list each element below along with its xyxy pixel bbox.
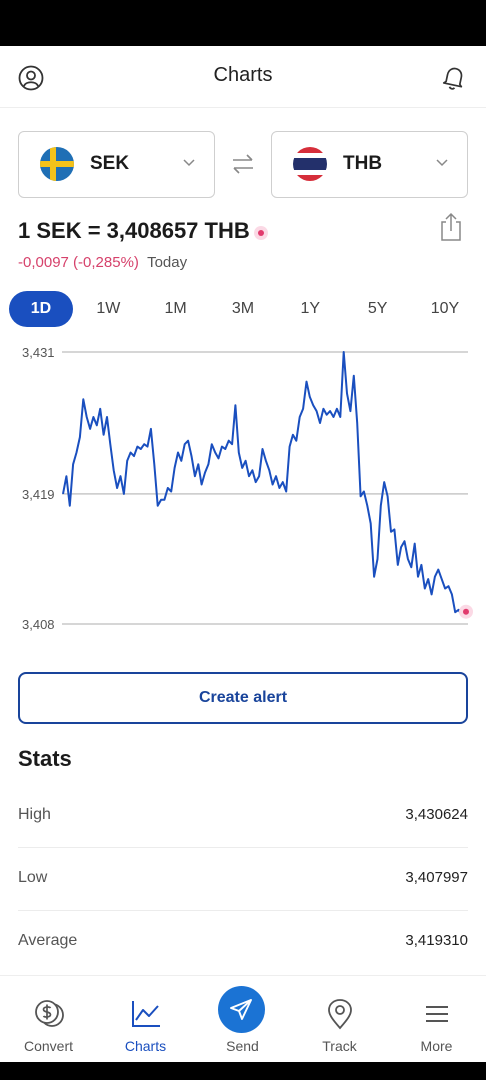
- to-currency-selector[interactable]: THB: [271, 131, 468, 198]
- y-tick-label: 3,408: [22, 617, 55, 632]
- stat-row-low: Low 3,407997: [18, 849, 468, 911]
- thailand-flag-icon: [293, 147, 327, 181]
- period-tab[interactable]: 10Y: [430, 300, 460, 317]
- exchange-rate: 1 SEK = 3,408657 THB: [18, 218, 250, 243]
- tab-label: More: [420, 1038, 453, 1054]
- tab-charts[interactable]: Charts: [97, 976, 194, 1063]
- app-header: Charts: [0, 46, 486, 108]
- tab-label: Charts: [124, 1038, 167, 1054]
- location-pin-icon: [328, 999, 352, 1030]
- y-tick-label: 3,431: [22, 345, 55, 360]
- tab-label: Send: [226, 1038, 259, 1054]
- y-tick-label: 3,419: [22, 487, 55, 502]
- period-selector: 1D 1W 1M 3M 1Y 5Y 10Y: [9, 291, 477, 327]
- period-tab[interactable]: 1W: [96, 300, 121, 317]
- send-button-circle: [218, 986, 265, 1033]
- period-tab[interactable]: 1M: [164, 300, 187, 317]
- stat-row-average: Average 3,419310: [18, 912, 468, 974]
- hamburger-menu-icon: [426, 1006, 448, 1022]
- tab-label: Convert: [23, 1038, 74, 1054]
- stat-value: 3,430624: [405, 806, 468, 823]
- page-title: Charts: [213, 64, 273, 86]
- period-tab[interactable]: 1Y: [300, 300, 321, 317]
- share-icon[interactable]: [439, 212, 463, 242]
- tab-send[interactable]: Send: [194, 976, 291, 1063]
- stat-label: High: [18, 806, 51, 823]
- rate-change-value: -0,0097 (-0,285%): [18, 254, 139, 271]
- period-tab[interactable]: 1D: [9, 291, 73, 327]
- system-status-bar: [0, 0, 486, 46]
- from-currency-selector[interactable]: SEK: [18, 131, 215, 198]
- stat-row-high: High 3,430624: [18, 786, 468, 848]
- period-tab[interactable]: 5Y: [367, 300, 388, 317]
- live-indicator-dot: [254, 226, 268, 240]
- dollar-coins-icon: [35, 1000, 64, 1027]
- rate-change-period: Today: [147, 254, 188, 271]
- stat-value: 3,419310: [405, 932, 468, 949]
- stats-title: Stats: [18, 746, 72, 771]
- system-navigation-bar: [0, 1062, 486, 1080]
- swap-currencies-icon[interactable]: [230, 151, 256, 177]
- chevron-down-icon: [436, 159, 448, 167]
- tab-track[interactable]: Track: [291, 976, 388, 1063]
- current-rate-marker: [463, 608, 469, 615]
- tab-convert[interactable]: Convert: [0, 976, 97, 1063]
- rate-series-line: [62, 351, 463, 617]
- tab-more[interactable]: More: [388, 976, 485, 1063]
- stat-label: Low: [18, 869, 48, 886]
- from-currency-code: SEK: [90, 153, 130, 174]
- chevron-down-icon: [183, 159, 195, 167]
- sweden-flag-icon: [40, 147, 74, 181]
- stat-value: 3,407997: [405, 869, 468, 886]
- tab-label: Track: [322, 1038, 357, 1054]
- line-chart-icon: [132, 1001, 160, 1027]
- period-tab[interactable]: 3M: [231, 300, 255, 317]
- rate-line-chart[interactable]: 3,431 3,419 3,408: [0, 340, 486, 640]
- paper-plane-icon: [230, 999, 252, 1020]
- bell-icon[interactable]: [442, 65, 466, 91]
- bottom-tab-bar: Convert Charts Send Track More: [0, 975, 486, 1062]
- stat-label: Average: [18, 932, 78, 949]
- rate-change: -0,0097 (-0,285%) Today: [18, 254, 187, 271]
- to-currency-code: THB: [343, 153, 383, 174]
- create-alert-button[interactable]: Create alert: [18, 672, 468, 724]
- profile-icon[interactable]: [18, 65, 44, 91]
